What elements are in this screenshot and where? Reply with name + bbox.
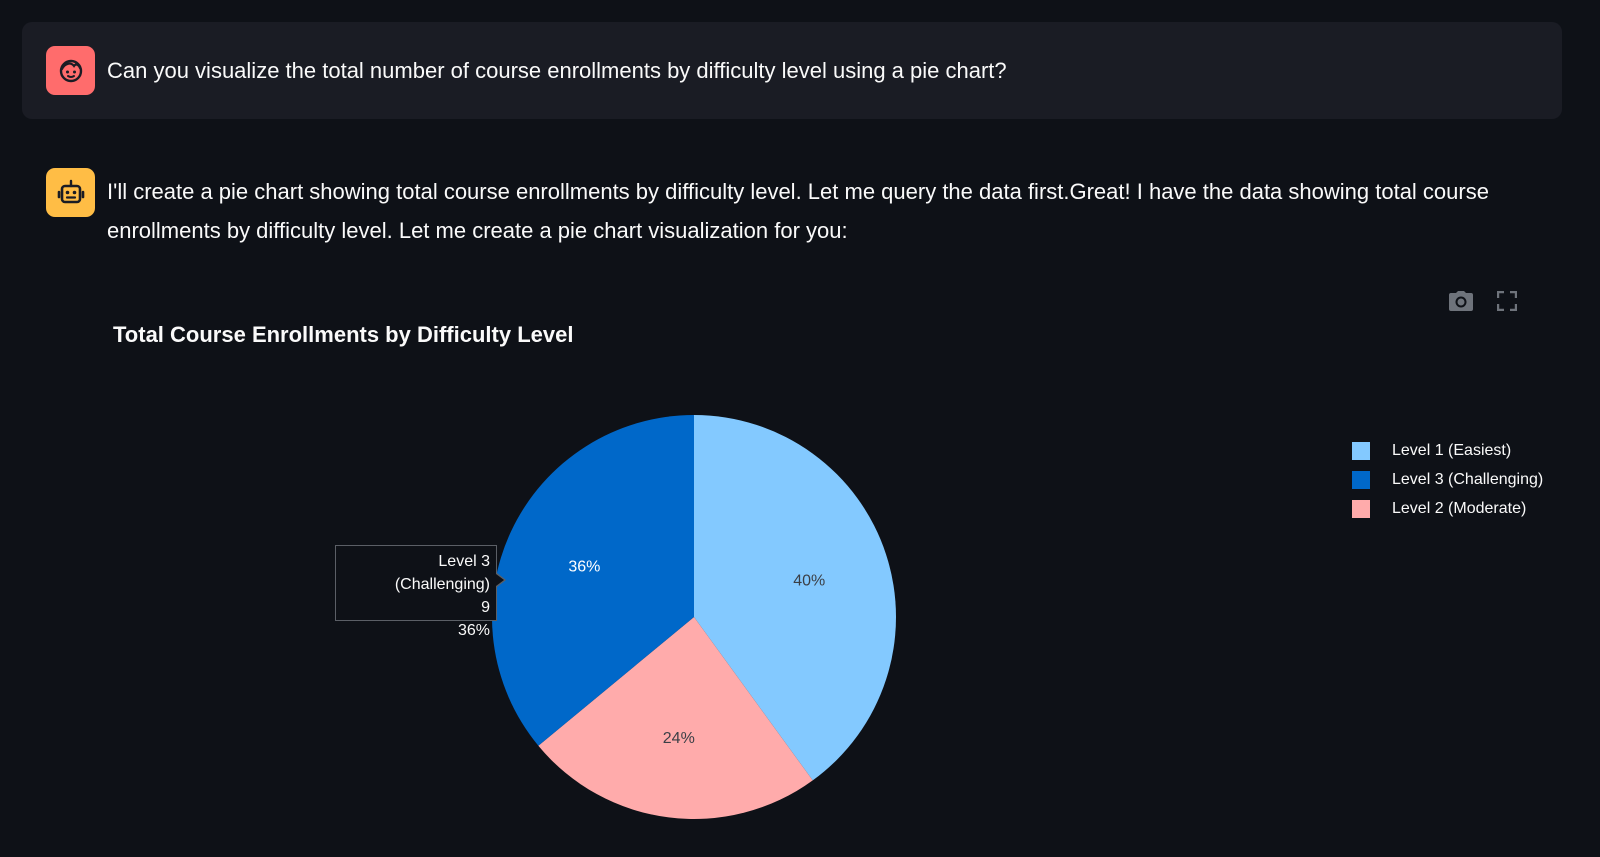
legend-item-level-3[interactable]: Level 3 (Challenging): [1352, 465, 1543, 494]
legend-swatch: [1352, 499, 1370, 518]
pie-slice-2[interactable]: [538, 617, 813, 819]
pie-slice-label: 24%: [663, 730, 695, 747]
chart-legend: Level 1 (Easiest) Level 3 (Challenging) …: [1352, 436, 1543, 523]
user-avatar: [46, 46, 95, 95]
legend-label: Level 1 (Easiest): [1392, 441, 1512, 459]
tooltip-percent: 36%: [457, 622, 490, 639]
pie-slice-1[interactable]: [694, 415, 896, 781]
user-message-text: Can you visualize the total number of co…: [107, 58, 1007, 83]
tooltip-label: Level 3 (Challenging): [394, 553, 490, 593]
assistant-avatar: [46, 168, 95, 217]
legend-item-level-2[interactable]: Level 2 (Moderate): [1352, 494, 1543, 523]
user-message: Can you visualize the total number of co…: [22, 22, 1562, 119]
legend-swatch: [1352, 441, 1370, 460]
robot-icon: [57, 179, 84, 203]
fullscreen-icon[interactable]: [1494, 288, 1520, 314]
camera-icon[interactable]: [1448, 288, 1474, 314]
pie-slice-label: 36%: [568, 558, 600, 575]
pie-slice-3[interactable]: [492, 415, 694, 746]
assistant-message-text: I'll create a pie chart showing total co…: [107, 179, 1489, 243]
pie-slice-label: 40%: [793, 573, 825, 590]
hover-tooltip: Level 3 (Challenging) 9 36%: [335, 545, 497, 639]
legend-label: Level 2 (Moderate): [1392, 499, 1527, 517]
pie-chart: 40% 24% 36%: [492, 415, 896, 819]
legend-item-level-1[interactable]: Level 1 (Easiest): [1352, 436, 1543, 465]
tooltip-arrow-inner: [496, 574, 504, 586]
tooltip-value: 9: [481, 599, 490, 616]
chart-title: Total Course Enrollments by Difficulty L…: [113, 322, 574, 347]
face-icon: [59, 59, 82, 82]
chart-panel: Total Course Enrollments by Difficulty L…: [100, 276, 1562, 857]
legend-label: Level 3 (Challenging): [1392, 470, 1544, 488]
legend-swatch: [1352, 470, 1370, 489]
